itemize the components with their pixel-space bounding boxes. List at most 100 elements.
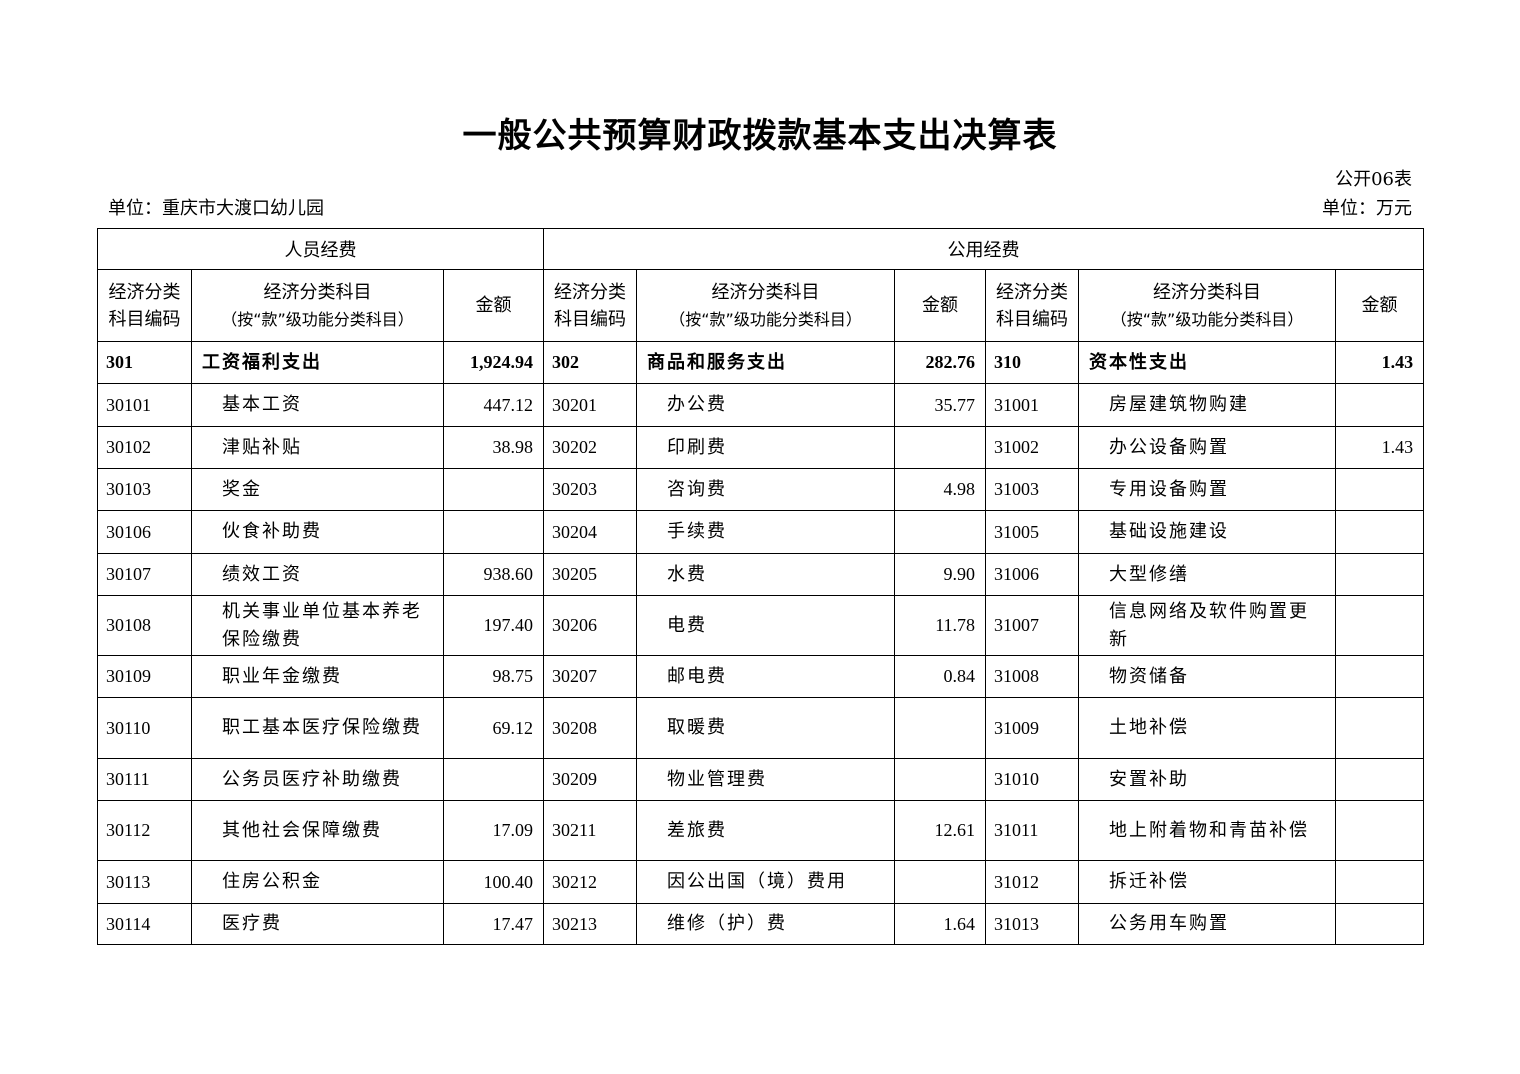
item-name: 拆迁补偿 — [1078, 860, 1337, 904]
item-amount — [1335, 800, 1425, 861]
item-name: 咨询费 — [636, 468, 896, 511]
item-name: 地上附着物和青苗补偿 — [1078, 800, 1337, 861]
item-name: 办公设备购置 — [1078, 426, 1337, 469]
item-name: 房屋建筑物购建 — [1078, 383, 1337, 427]
item-amount: 17.47 — [442, 903, 545, 945]
item-amount — [1335, 595, 1425, 656]
header-code-line1: 经济分类 — [108, 281, 181, 303]
item-code: 30110 — [97, 697, 192, 759]
item-name: 安置补助 — [1078, 758, 1337, 801]
table-row: 30110 职工基本医疗保险缴费 69.12 30208 取暖费 31009 土地补偿 — [97, 697, 1425, 759]
item-name: 专用设备购置 — [1078, 468, 1337, 511]
item-amount: 938.60 — [442, 553, 545, 596]
item-name: 津贴补贴 — [191, 426, 444, 469]
item-name: 取暖费 — [636, 697, 896, 759]
item-code: 30207 — [543, 655, 638, 698]
item-amount: 447.12 — [442, 383, 545, 427]
item-name: 差旅费 — [636, 800, 896, 861]
summary-amount: 1.43 — [1335, 341, 1425, 384]
item-amount — [442, 758, 545, 801]
item-code: 31002 — [985, 426, 1080, 469]
item-code: 31003 — [985, 468, 1080, 511]
item-name: 土地补偿 — [1078, 697, 1337, 759]
item-code: 30108 — [97, 595, 192, 656]
item-name: 其他社会保障缴费 — [191, 800, 444, 861]
summary-row: 301 工资福利支出 1,924.94 302 商品和服务支出 282.76 310 资本性支… — [97, 341, 1425, 384]
item-amount — [1335, 553, 1425, 596]
item-code: 31010 — [985, 758, 1080, 801]
item-code: 30204 — [543, 510, 638, 554]
item-name: 物资储备 — [1078, 655, 1337, 698]
item-code: 30106 — [97, 510, 192, 554]
summary-code: 310 — [985, 341, 1080, 384]
item-name: 办公费 — [636, 383, 896, 427]
item-name: 信息网络及软件购置更新 — [1078, 595, 1337, 656]
table-row: 30101 基本工资 447.12 30201 办公费 35.77 31001 房屋建筑物购建 — [97, 383, 1425, 427]
table-row: 30107 绩效工资 938.60 30205 水费 9.90 31006 大型修缮 — [97, 553, 1425, 596]
item-amount — [1335, 468, 1425, 511]
item-code: 30201 — [543, 383, 638, 427]
item-code: 31012 — [985, 860, 1080, 904]
item-name: 公务用车购置 — [1078, 903, 1337, 945]
item-code: 31013 — [985, 903, 1080, 945]
expenditure-table: 人员经费 公用经费 经济分类 科目编码 经济分类科目 （按“款”级功能分类科目） 金额经… — [96, 228, 1425, 945]
header-code: 经济分类 科目编码 — [97, 269, 192, 342]
item-code: 31011 — [985, 800, 1080, 861]
header-name-line2: （按“款”级功能分类科目） — [1110, 309, 1304, 329]
item-name: 公务员医疗补助缴费 — [191, 758, 444, 801]
item-name: 奖金 — [191, 468, 444, 511]
header-code-line1: 经济分类 — [996, 281, 1069, 303]
header-code: 经济分类 科目编码 — [985, 269, 1080, 342]
header-name: 经济分类科目 （按“款”级功能分类科目） — [636, 269, 896, 342]
item-amount: 35.77 — [894, 383, 987, 427]
summary-amount: 1,924.94 — [442, 341, 545, 384]
header-code-line2: 科目编码 — [996, 308, 1069, 330]
item-name: 邮电费 — [636, 655, 896, 698]
table-row: 30113 住房公积金 100.40 30212 因公出国（境）费用 31012 拆迁补偿 — [97, 860, 1425, 904]
item-code: 31005 — [985, 510, 1080, 554]
item-name: 基本工资 — [191, 383, 444, 427]
table-row: 30109 职业年金缴费 98.75 30207 邮电费 0.84 31008 物资储备 — [97, 655, 1425, 698]
item-code: 30208 — [543, 697, 638, 759]
table-row: 30112 其他社会保障缴费 17.09 30211 差旅费 12.61 31011 地上附着… — [97, 800, 1425, 861]
item-amount — [442, 468, 545, 511]
header-name: 经济分类科目 （按“款”级功能分类科目） — [1078, 269, 1337, 342]
item-amount: 9.90 — [894, 553, 987, 596]
item-code: 31009 — [985, 697, 1080, 759]
header-amount: 金额 — [1335, 269, 1425, 342]
form-number: 公开06表 — [1335, 169, 1412, 190]
item-amount: 11.78 — [894, 595, 987, 656]
item-name: 物业管理费 — [636, 758, 896, 801]
summary-code: 301 — [97, 341, 192, 384]
item-code: 31008 — [985, 655, 1080, 698]
summary-name: 资本性支出 — [1078, 341, 1337, 384]
item-amount — [1335, 510, 1425, 554]
item-code: 30213 — [543, 903, 638, 945]
header-code: 经济分类 科目编码 — [543, 269, 638, 342]
group-public: 公用经费 — [543, 228, 1425, 270]
item-code: 30109 — [97, 655, 192, 698]
item-amount: 0.84 — [894, 655, 987, 698]
item-amount — [894, 426, 987, 469]
item-amount: 17.09 — [442, 800, 545, 861]
item-name: 绩效工资 — [191, 553, 444, 596]
item-amount — [1335, 697, 1425, 759]
summary-name: 商品和服务支出 — [636, 341, 896, 384]
item-code: 30206 — [543, 595, 638, 656]
summary-name: 工资福利支出 — [191, 341, 444, 384]
item-amount: 4.98 — [894, 468, 987, 511]
item-name: 基础设施建设 — [1078, 510, 1337, 554]
item-code: 30203 — [543, 468, 638, 511]
item-name: 住房公积金 — [191, 860, 444, 904]
item-code: 31001 — [985, 383, 1080, 427]
item-amount — [894, 758, 987, 801]
unit-organization: 单位：重庆市大渡口幼儿园 — [108, 198, 324, 219]
item-code: 30202 — [543, 426, 638, 469]
item-code: 31006 — [985, 553, 1080, 596]
header-amount: 金额 — [442, 269, 545, 342]
item-amount: 69.12 — [442, 697, 545, 759]
item-amount — [894, 510, 987, 554]
item-name: 大型修缮 — [1078, 553, 1337, 596]
item-name: 医疗费 — [191, 903, 444, 945]
item-code: 30211 — [543, 800, 638, 861]
